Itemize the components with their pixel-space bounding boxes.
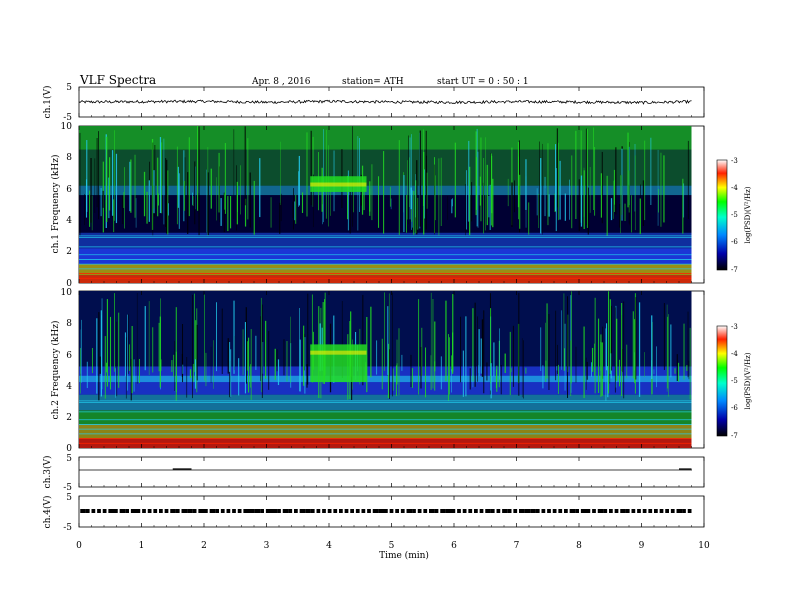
ch1-freq-tick-4: 4 <box>66 216 72 226</box>
ch1-ytick-bottom: -5 <box>63 113 72 123</box>
x-tick-label: 3 <box>264 541 270 551</box>
ch1-ytick-top: 5 <box>66 83 72 93</box>
x-tick-label: 0 <box>76 541 82 551</box>
ch2-freq-tick-10: 10 <box>61 288 73 298</box>
x-axis-label: Time (min) <box>379 550 429 561</box>
ch1-waveform-panel: 5 -5 ch.1(V) <box>42 83 705 123</box>
ch2-cb-tick-7: -7 <box>731 432 738 440</box>
ch1-spectrogram-image <box>79 126 692 283</box>
ch3-ylabel: ch.3(V) <box>42 456 53 489</box>
x-tick-label: 8 <box>576 541 582 551</box>
figure-title: VLF Spectra <box>79 73 156 87</box>
ch2-spectrogram-panel: 10 8 6 4 2 0 ch.2 Frequency (kHz) -3 -4 … <box>50 288 752 454</box>
ch2-cb-tick-6: -6 <box>731 404 738 412</box>
ch1-cb-tick-4: -4 <box>731 184 738 192</box>
ch1-cb-tick-7: -7 <box>731 266 738 274</box>
ch2-freq-tick-2: 2 <box>66 413 72 423</box>
ch3-ytick-bottom: -5 <box>63 483 72 493</box>
ch4-waveform-panel: 5 -5 ch.4(V) <box>42 493 705 533</box>
x-tick-label: 2 <box>201 541 207 551</box>
ch1-freq-ylabel: ch.1 Frequency (kHz) <box>50 155 61 254</box>
ch2-cb-tick-5: -5 <box>731 377 738 385</box>
ch2-colorbar <box>716 325 728 437</box>
ch2-freq-tick-8: 8 <box>66 319 72 329</box>
ch2-cb-tick-3: -3 <box>731 323 738 331</box>
ch4-ytick-top: 5 <box>66 493 72 503</box>
x-tick-label: 5 <box>389 541 395 551</box>
ch2-freq-tick-6: 6 <box>66 351 72 361</box>
x-tick-label: 7 <box>514 541 520 551</box>
ch2-colorbar-label: log(PSD)(V²/Hz) <box>744 352 752 409</box>
x-axis-tick-labels: 0 1 2 3 4 5 6 7 8 9 10 <box>76 541 710 551</box>
ch4-waveform-line <box>80 509 692 513</box>
ch1-ylabel: ch.1(V) <box>42 86 53 119</box>
ch2-freq-ylabel: ch.2 Frequency (kHz) <box>50 321 61 420</box>
date-label: Apr. 8 , 2016 <box>251 77 311 87</box>
ch2-freq-tick-0: 0 <box>66 444 72 454</box>
ch4-ytick-bottom: -5 <box>63 523 72 533</box>
x-axis-ticks <box>78 87 705 527</box>
ch3-ytick-top: 5 <box>66 454 72 464</box>
ch1-cb-tick-5: -5 <box>731 211 738 219</box>
ch1-colorbar-label: log(PSD)(V²/Hz) <box>744 186 752 243</box>
ch1-freq-tick-0: 0 <box>66 279 72 289</box>
ch2-freq-tick-4: 4 <box>66 382 72 392</box>
start-time-label: start UT = 0 : 50 : 1 <box>437 77 529 87</box>
ch1-freq-tick-2: 2 <box>66 247 72 257</box>
ch1-freq-tick-10: 10 <box>61 122 73 132</box>
ch1-colorbar <box>716 159 728 271</box>
ch1-freq-tick-8: 8 <box>66 153 72 163</box>
x-tick-label: 10 <box>698 541 710 551</box>
ch1-cb-tick-3: -3 <box>731 157 738 165</box>
ch2-spectrogram-image <box>79 291 692 448</box>
ch1-spectrogram-panel: 10 8 6 4 2 0 ch.1 Frequency (kHz) -3 -4 … <box>50 122 752 289</box>
ch1-cb-tick-6: -6 <box>731 238 738 246</box>
ch2-cb-tick-4: -4 <box>731 350 738 358</box>
ch1-waveform-line <box>78 99 692 105</box>
station-label: station= ATH <box>342 77 404 87</box>
ch1-freq-tick-6: 6 <box>66 185 72 195</box>
ch4-ylabel: ch.4(V) <box>42 496 53 529</box>
x-tick-label: 1 <box>139 541 145 551</box>
x-tick-label: 6 <box>451 541 457 551</box>
ch3-waveform-panel: 5 -5 ch.3(V) <box>42 454 705 493</box>
x-tick-label: 4 <box>326 541 332 551</box>
x-tick-label: 9 <box>639 541 645 551</box>
